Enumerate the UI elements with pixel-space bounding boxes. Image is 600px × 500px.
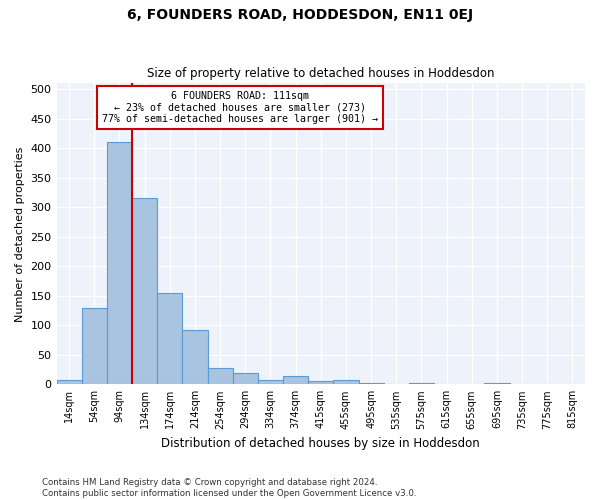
Bar <box>182 330 208 384</box>
Bar <box>258 380 283 384</box>
X-axis label: Distribution of detached houses by size in Hoddesdon: Distribution of detached houses by size … <box>161 437 480 450</box>
Bar <box>208 368 233 384</box>
Bar <box>56 380 82 384</box>
Bar <box>157 293 182 384</box>
Text: 6, FOUNDERS ROAD, HODDESDON, EN11 0EJ: 6, FOUNDERS ROAD, HODDESDON, EN11 0EJ <box>127 8 473 22</box>
Bar <box>107 142 132 384</box>
Bar <box>308 382 334 384</box>
Bar <box>359 382 383 384</box>
Bar <box>233 372 258 384</box>
Y-axis label: Number of detached properties: Number of detached properties <box>15 146 25 322</box>
Bar <box>283 376 308 384</box>
Bar <box>132 198 157 384</box>
Bar <box>82 308 107 384</box>
Text: 6 FOUNDERS ROAD: 111sqm
← 23% of detached houses are smaller (273)
77% of semi-d: 6 FOUNDERS ROAD: 111sqm ← 23% of detache… <box>102 90 378 124</box>
Bar <box>334 380 359 384</box>
Bar <box>409 383 434 384</box>
Text: Contains HM Land Registry data © Crown copyright and database right 2024.
Contai: Contains HM Land Registry data © Crown c… <box>42 478 416 498</box>
Bar <box>484 383 509 384</box>
Title: Size of property relative to detached houses in Hoddesdon: Size of property relative to detached ho… <box>147 66 494 80</box>
